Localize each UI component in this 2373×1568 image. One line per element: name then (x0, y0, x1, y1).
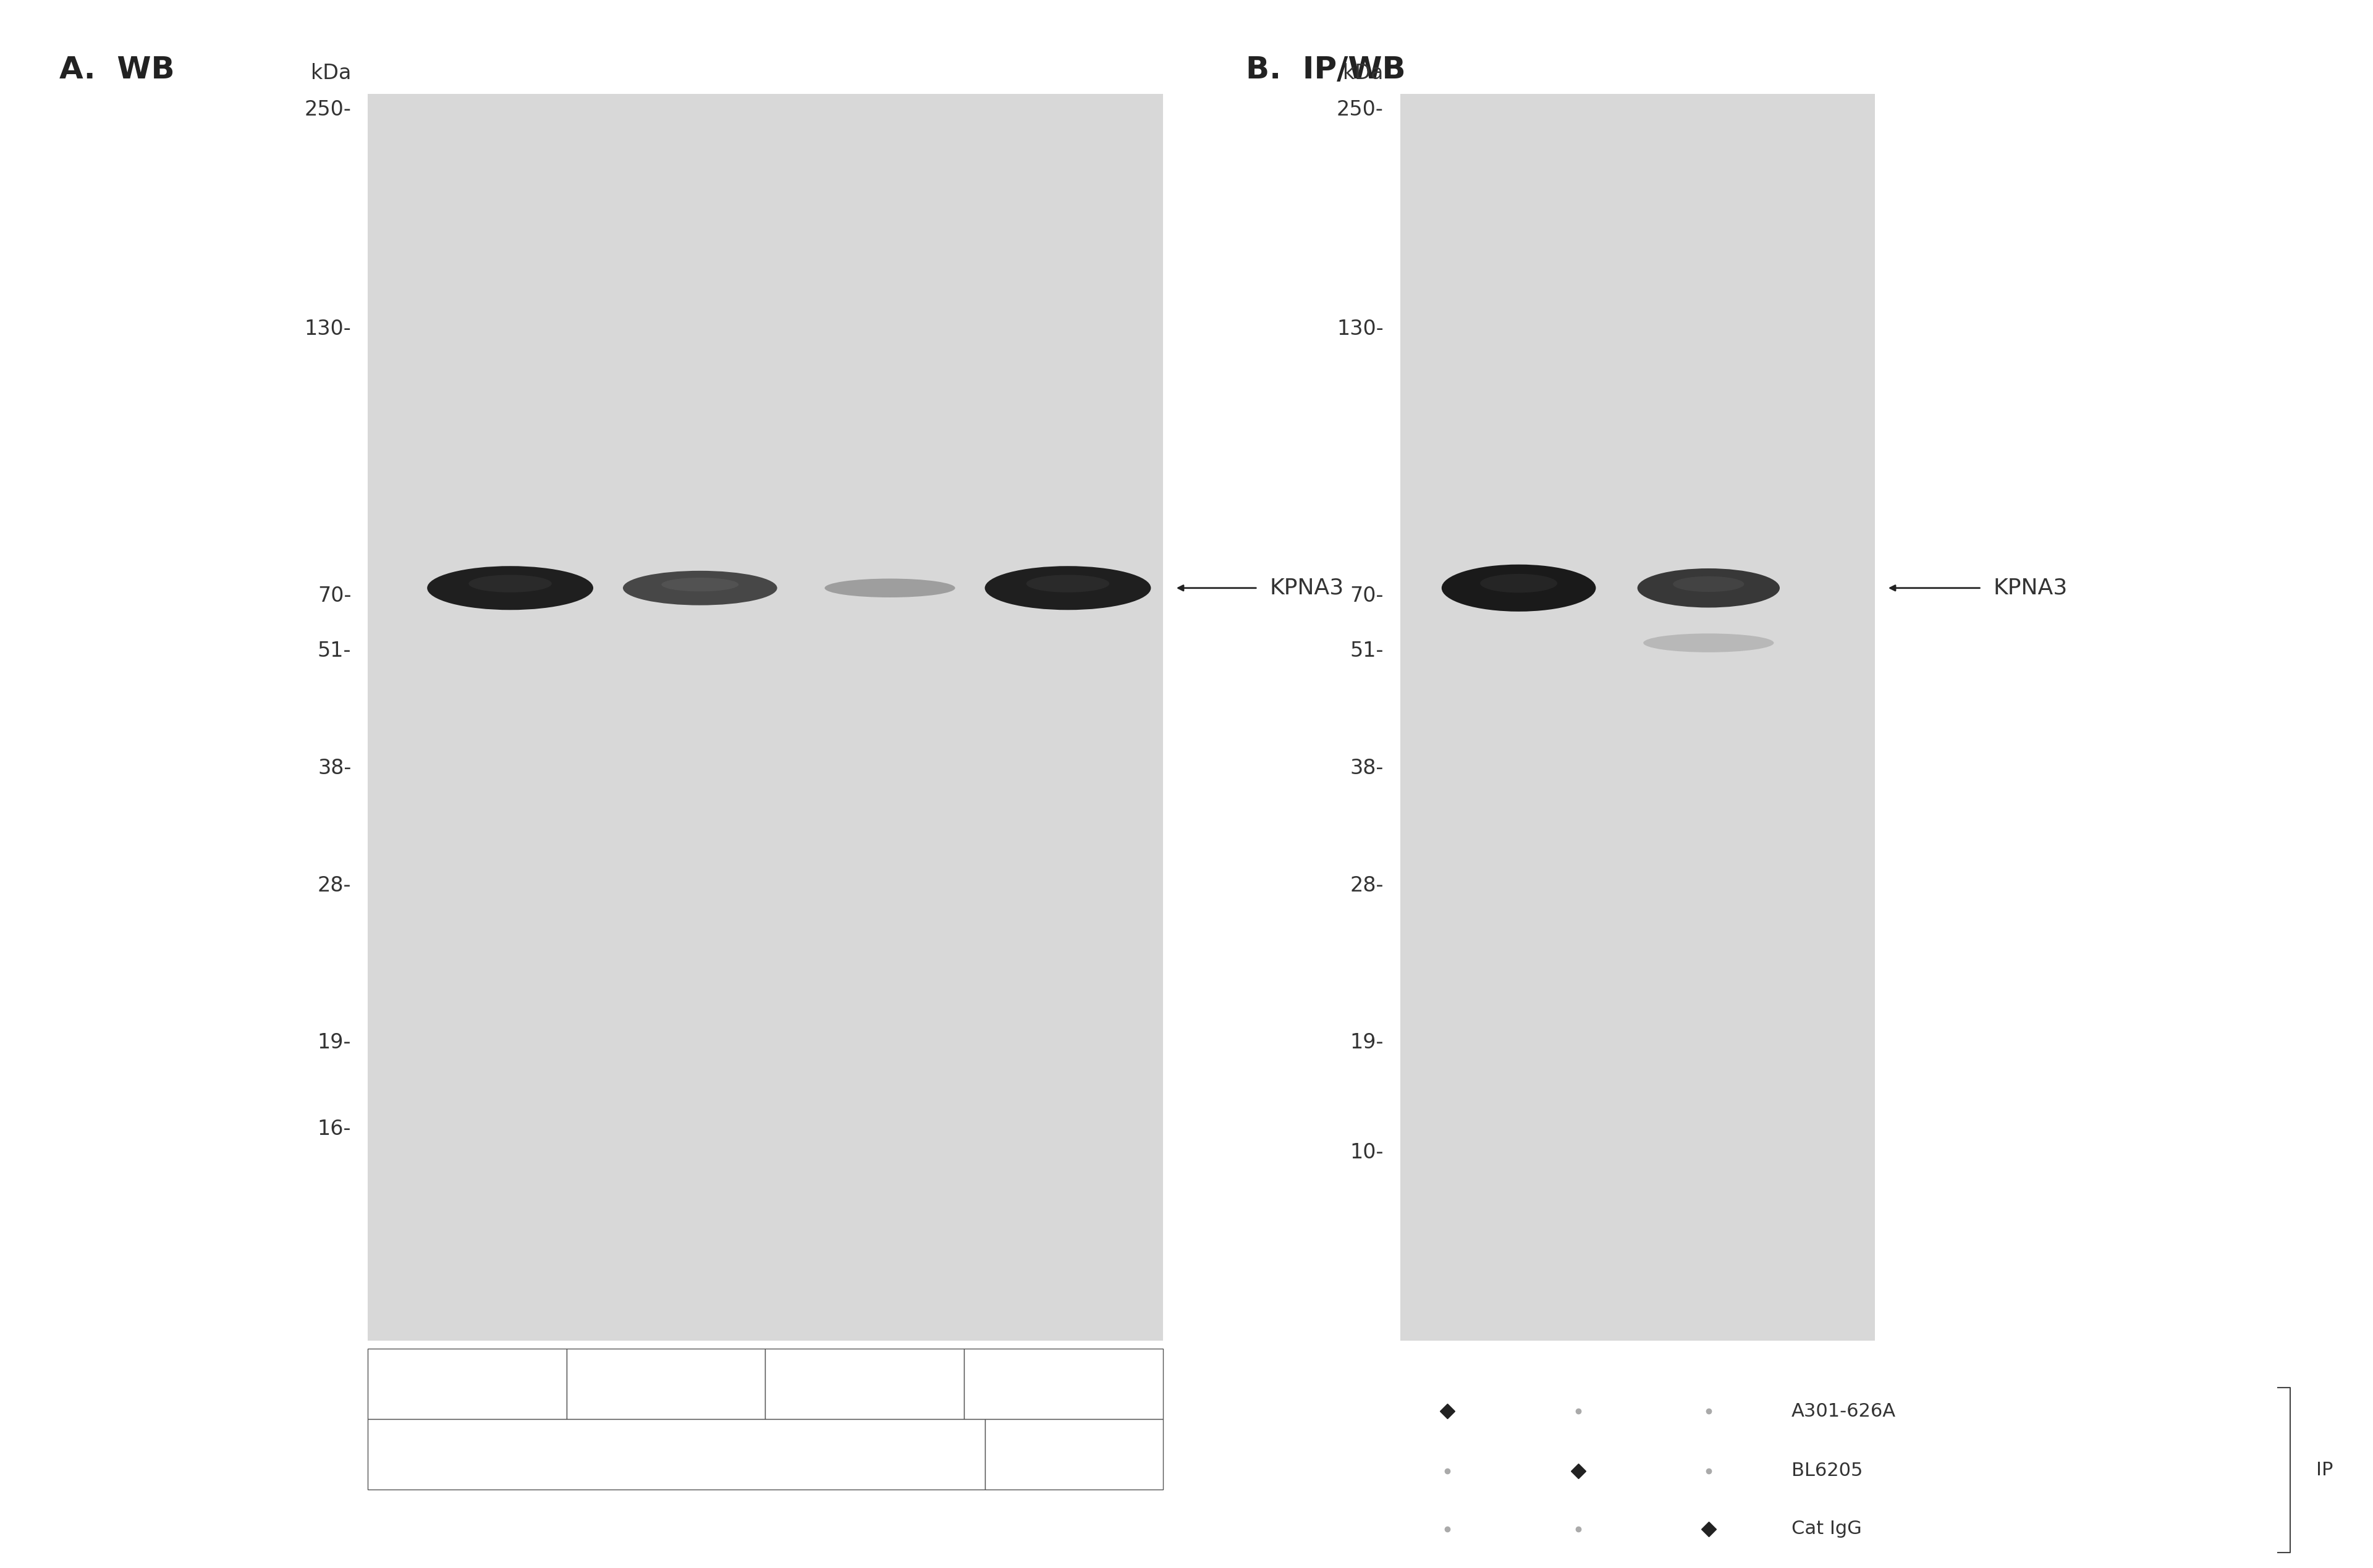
Text: 38-: 38- (318, 757, 351, 779)
Ellipse shape (1025, 575, 1111, 593)
Ellipse shape (467, 575, 551, 593)
Text: 130-: 130- (1336, 318, 1383, 340)
Bar (368, 1348, 567, 1419)
Bar (764, 1348, 963, 1419)
Ellipse shape (1673, 577, 1744, 593)
Text: 250-: 250- (1336, 99, 1383, 121)
Text: 38-: 38- (1350, 757, 1383, 779)
Text: 51-: 51- (1350, 640, 1383, 662)
Text: 5: 5 (859, 1375, 871, 1392)
Text: A.  WB: A. WB (59, 55, 176, 85)
Text: B.  IP/WB: B. IP/WB (1246, 55, 1405, 85)
Bar (368, 1419, 985, 1490)
Text: 15: 15 (655, 1375, 679, 1392)
Text: kDa: kDa (311, 63, 351, 83)
Ellipse shape (1642, 633, 1773, 652)
Text: 28-: 28- (1350, 875, 1383, 897)
Text: 51-: 51- (318, 640, 351, 662)
Ellipse shape (826, 579, 954, 597)
Text: 50: 50 (456, 1375, 479, 1392)
Bar (368, 94, 1163, 1341)
Text: A301-626A: A301-626A (1792, 1402, 1896, 1421)
Text: T: T (1068, 1446, 1080, 1463)
Ellipse shape (1440, 564, 1595, 612)
Text: KPNA3: KPNA3 (1993, 577, 2067, 599)
Bar (963, 1348, 1163, 1419)
Ellipse shape (985, 566, 1151, 610)
Text: 19-: 19- (1350, 1032, 1383, 1054)
Bar (567, 1348, 764, 1419)
Bar (1400, 94, 1875, 1341)
Text: kDa: kDa (1343, 63, 1383, 83)
Ellipse shape (1637, 568, 1780, 607)
Text: KPNA3: KPNA3 (1270, 577, 1343, 599)
Ellipse shape (622, 571, 776, 605)
Ellipse shape (1481, 574, 1557, 593)
Text: 250-: 250- (304, 99, 351, 121)
Text: 28-: 28- (318, 875, 351, 897)
Ellipse shape (427, 566, 593, 610)
Text: 130-: 130- (304, 318, 351, 340)
Text: 50: 50 (1051, 1375, 1075, 1392)
Ellipse shape (662, 577, 738, 591)
Text: 16-: 16- (318, 1118, 351, 1140)
Text: 70-: 70- (1350, 585, 1383, 607)
Text: HeLa: HeLa (653, 1446, 700, 1463)
Text: BL6205: BL6205 (1792, 1461, 1863, 1480)
Text: 19-: 19- (318, 1032, 351, 1054)
Text: 10-: 10- (1350, 1142, 1383, 1163)
Text: Cat IgG: Cat IgG (1792, 1519, 1863, 1538)
Text: IP: IP (2316, 1461, 2333, 1479)
Text: 70-: 70- (318, 585, 351, 607)
Bar (985, 1419, 1163, 1490)
